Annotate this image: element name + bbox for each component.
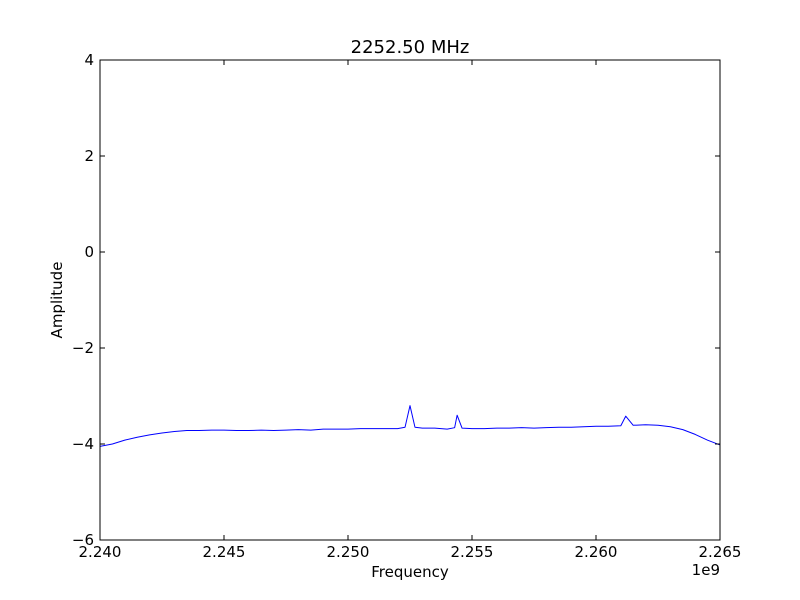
y-tick-label: −2 [72,339,94,357]
chart-title: 2252.50 MHz [351,37,470,58]
series-line-1 [99,405,721,447]
plot-area [100,60,720,540]
x-axis-label: Frequency [371,563,449,581]
y-axis-label: Amplitude [48,262,66,339]
x-tick-label: 2.255 [451,543,494,561]
series-layer [99,405,721,447]
y-tick-label: −6 [72,531,94,549]
x-tick-label: 2.240 [79,543,122,561]
x-tick-label: 2.265 [699,543,742,561]
y-tick-label: −4 [72,435,94,453]
y-tick-label: 4 [84,51,94,69]
x-tick-label: 2.245 [203,543,246,561]
x-tick-label: 2.250 [327,543,370,561]
x-tick-label: 2.260 [575,543,618,561]
x-axis-offset-label: 1e9 [692,561,720,579]
tick-layer: 2.240 2.245 2.250 2.255 2.260 2.265 4 2 0 −2 −4 −6 [72,51,742,561]
y-tick-label: 0 [84,243,94,261]
plot-frame [99,59,721,541]
y-tick-label: 2 [84,147,94,165]
